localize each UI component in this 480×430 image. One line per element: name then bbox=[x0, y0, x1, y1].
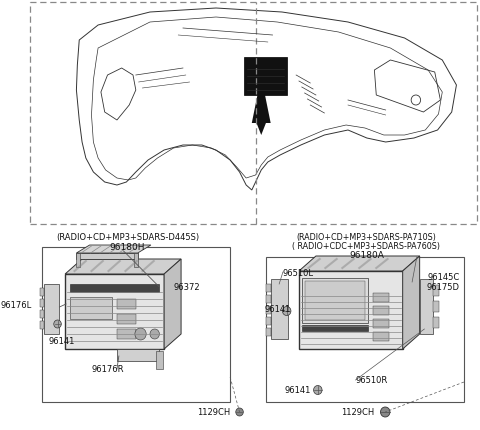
Text: 1129CH: 1129CH bbox=[197, 408, 230, 417]
Polygon shape bbox=[164, 259, 181, 349]
Bar bbox=[420, 280, 433, 334]
Polygon shape bbox=[299, 256, 420, 271]
Text: 96145C: 96145C bbox=[427, 273, 459, 282]
Text: 96180A: 96180A bbox=[349, 250, 384, 259]
Bar bbox=[266, 317, 271, 325]
Circle shape bbox=[313, 386, 322, 395]
Bar bbox=[134, 253, 138, 267]
Text: 96176R: 96176R bbox=[92, 365, 124, 374]
Bar bbox=[76, 253, 80, 267]
Bar bbox=[40, 289, 44, 296]
Circle shape bbox=[381, 407, 390, 417]
Bar bbox=[65, 274, 164, 349]
Circle shape bbox=[236, 408, 243, 416]
Bar bbox=[117, 349, 159, 361]
Bar bbox=[302, 278, 368, 323]
Text: 96176L: 96176L bbox=[1, 300, 32, 309]
Bar bbox=[70, 297, 112, 319]
Circle shape bbox=[282, 307, 291, 316]
Bar bbox=[266, 328, 271, 336]
Bar bbox=[266, 284, 271, 292]
Bar bbox=[299, 271, 403, 349]
Text: 96141: 96141 bbox=[285, 386, 311, 395]
Bar bbox=[40, 299, 44, 307]
Bar bbox=[266, 258, 464, 402]
Bar bbox=[41, 247, 230, 402]
Bar bbox=[372, 306, 389, 315]
Polygon shape bbox=[403, 256, 420, 349]
Bar bbox=[70, 284, 159, 292]
Circle shape bbox=[54, 320, 61, 328]
Polygon shape bbox=[65, 259, 181, 274]
Text: 96141: 96141 bbox=[48, 337, 74, 346]
Bar bbox=[117, 314, 136, 324]
Text: 96510R: 96510R bbox=[356, 376, 388, 384]
Polygon shape bbox=[76, 253, 138, 259]
Text: (RADIO+CD+MP3+SDARS-D445S): (RADIO+CD+MP3+SDARS-D445S) bbox=[56, 233, 199, 241]
Bar bbox=[266, 306, 271, 314]
Bar bbox=[44, 284, 60, 334]
Bar bbox=[266, 295, 271, 303]
Polygon shape bbox=[252, 96, 271, 136]
Bar bbox=[40, 321, 44, 329]
Circle shape bbox=[135, 328, 146, 340]
Text: (RADIO+CD+MP3+SDARS-PA710S): (RADIO+CD+MP3+SDARS-PA710S) bbox=[297, 233, 436, 241]
Bar bbox=[244, 58, 287, 96]
Bar bbox=[433, 301, 439, 312]
Bar bbox=[156, 351, 163, 369]
Bar bbox=[433, 317, 439, 328]
Bar bbox=[117, 329, 136, 339]
Bar bbox=[372, 319, 389, 328]
Bar bbox=[271, 280, 288, 339]
Text: ( RADIO+CDC+MP3+SDARS-PA760S): ( RADIO+CDC+MP3+SDARS-PA760S) bbox=[292, 241, 440, 250]
Bar bbox=[40, 310, 44, 318]
Bar bbox=[302, 325, 368, 331]
Bar bbox=[372, 332, 389, 341]
Polygon shape bbox=[76, 246, 151, 253]
Bar bbox=[372, 293, 389, 302]
Bar bbox=[305, 281, 365, 320]
Bar bbox=[117, 299, 136, 309]
Text: 96372: 96372 bbox=[174, 283, 200, 292]
Circle shape bbox=[150, 329, 159, 339]
Text: 96180H: 96180H bbox=[109, 243, 145, 252]
Bar bbox=[433, 286, 439, 296]
Text: 96510L: 96510L bbox=[283, 268, 314, 277]
Text: 96141: 96141 bbox=[264, 305, 290, 314]
Text: 96175D: 96175D bbox=[426, 283, 459, 292]
Text: 1129CH: 1129CH bbox=[341, 408, 374, 417]
